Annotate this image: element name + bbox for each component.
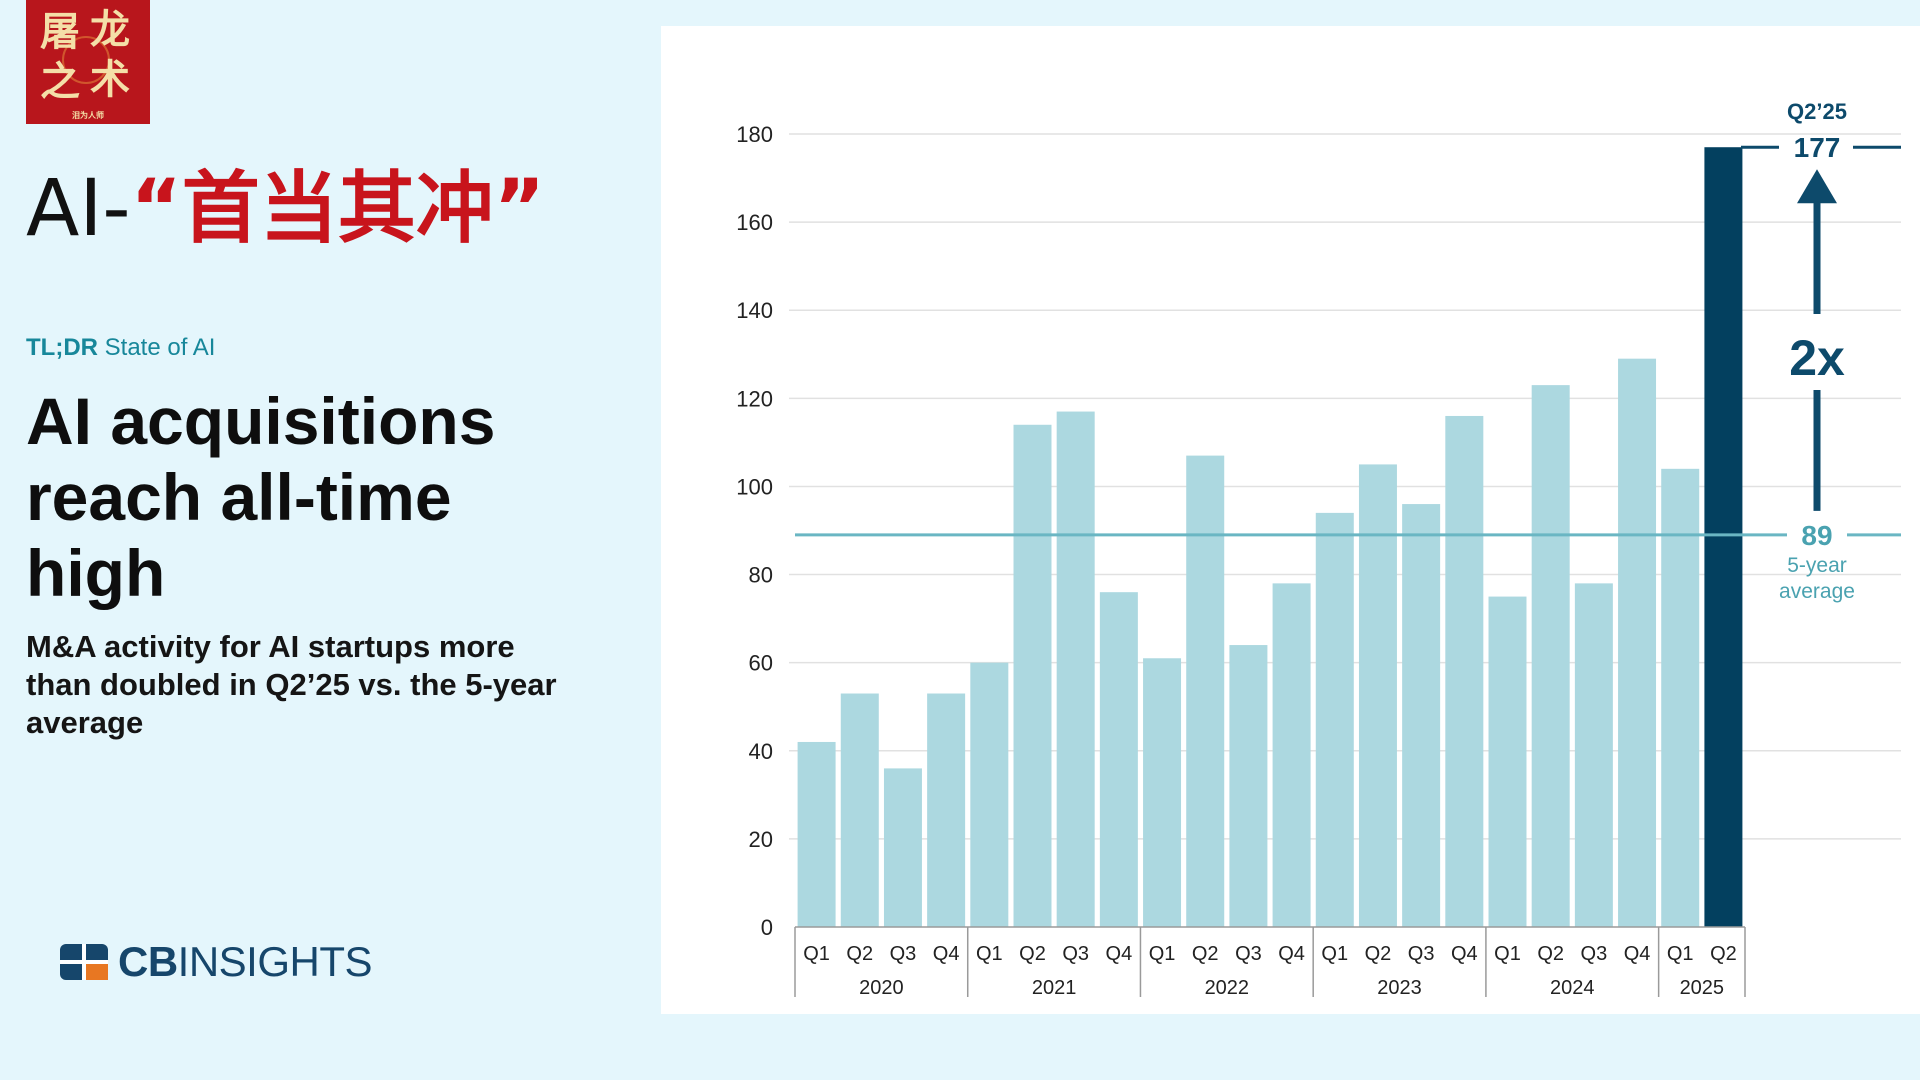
annotation-layer: 89 5-year average Q2’25 177 2x xyxy=(795,99,1901,603)
bar xyxy=(1574,583,1613,927)
x-tick-label: Q3 xyxy=(1581,943,1608,965)
y-tick-label: 160 xyxy=(736,210,773,235)
bar xyxy=(1618,358,1657,927)
x-tick-label: Q2 xyxy=(1192,943,1219,965)
axis-layer: 0 20 40 60 80 100 120 140 160 180 Q1 Q2 Q3 Q4 Q1 Q2 Q3 Q4… xyxy=(736,122,1746,999)
bar xyxy=(1358,464,1397,927)
average-caption-line1: 5-year xyxy=(1787,554,1847,577)
bar xyxy=(970,662,1009,927)
x-tick-label: Q3 xyxy=(1062,943,1089,965)
average-caption-line2: average xyxy=(1779,580,1855,603)
bar xyxy=(1445,415,1484,927)
bar xyxy=(1099,592,1138,927)
x-tick-label: Q1 xyxy=(1321,943,1348,965)
y-tick-label: 180 xyxy=(736,122,773,147)
cbinsights-mark-icon xyxy=(60,944,108,980)
x-tick-label: Q1 xyxy=(803,943,830,965)
subhead: M&A activity for AI startups more than d… xyxy=(26,629,557,740)
page-title-prefix: AI- xyxy=(26,164,131,254)
x-tick-label: Q3 xyxy=(890,943,917,965)
callout-period-label: Q2’25 xyxy=(1787,99,1847,124)
bar xyxy=(1315,512,1354,927)
bar xyxy=(797,741,836,927)
x-tick-label: Q1 xyxy=(1494,943,1521,965)
bar xyxy=(1704,147,1743,927)
y-tick-label: 0 xyxy=(761,915,773,940)
bar xyxy=(1488,596,1527,927)
badge-caption: 泪为人师 xyxy=(72,111,104,120)
bar xyxy=(1143,658,1182,927)
x-tick-label: Q2 xyxy=(1365,943,1392,965)
channel-logo-badge: 屠 龙 之 术 泪为人师 xyxy=(26,0,150,124)
y-tick-label: 120 xyxy=(736,386,773,411)
badge-char-3: 之 xyxy=(40,58,80,105)
average-value-label: 89 xyxy=(1801,520,1832,551)
x-tick-label: Q4 xyxy=(1624,943,1651,965)
bar xyxy=(1531,385,1570,927)
x-tick-label: Q1 xyxy=(1667,943,1694,965)
bar xyxy=(927,693,966,927)
page-title: AI-“首当其冲” xyxy=(26,170,545,248)
x-tick-label: Q2 xyxy=(846,943,873,965)
kicker-rest: State of AI xyxy=(97,334,216,361)
y-tick-label: 100 xyxy=(736,474,773,499)
bar xyxy=(1402,504,1441,927)
cbinsights-wordmark: CBINSIGHTS xyxy=(118,938,373,986)
page-title-highlight: “首当其冲” xyxy=(130,164,546,254)
callout-value-label: 177 xyxy=(1794,132,1841,163)
x-group-label: 2020 xyxy=(859,977,904,999)
x-tick-label: Q4 xyxy=(1451,943,1478,965)
bar xyxy=(840,693,879,927)
cbinsights-logo: CBINSIGHTS xyxy=(60,938,373,986)
bar-layer xyxy=(797,147,1743,927)
bar xyxy=(1661,468,1700,927)
x-group-label: 2022 xyxy=(1205,977,1250,999)
x-group-label: 2025 xyxy=(1680,977,1725,999)
kicker-bold: TL;DR xyxy=(26,334,98,361)
badge-char-2: 龙 xyxy=(90,6,130,53)
acquisitions-bar-chart: 0 20 40 60 80 100 120 140 160 180 Q1 Q2 Q3 Q4 Q1 Q2 Q3 Q4… xyxy=(736,99,1901,999)
badge-char-4: 术 xyxy=(90,56,130,103)
x-tick-label: Q4 xyxy=(1106,943,1133,965)
y-tick-label: 40 xyxy=(749,739,773,764)
bar xyxy=(1013,424,1052,927)
arrow-up-icon xyxy=(1797,169,1837,204)
x-tick-label: Q3 xyxy=(1408,943,1435,965)
x-group-label: 2023 xyxy=(1377,977,1422,999)
x-tick-label: Q2 xyxy=(1537,943,1564,965)
x-group-label: 2021 xyxy=(1032,977,1077,999)
cbinsights-wordmark-bold: CB xyxy=(118,938,178,985)
bar xyxy=(1272,583,1311,927)
x-group-label: 2024 xyxy=(1550,977,1595,999)
y-tick-label: 20 xyxy=(749,827,773,852)
badge-ring xyxy=(62,36,110,84)
x-tick-label: Q4 xyxy=(1278,943,1305,965)
x-tick-label: Q2 xyxy=(1019,943,1046,965)
y-tick-label: 80 xyxy=(749,563,773,588)
chart-panel: 0 20 40 60 80 100 120 140 160 180 Q1 Q2 Q3 Q4 Q1 Q2 Q3 Q4… xyxy=(661,26,1920,1014)
bar xyxy=(1229,645,1268,927)
y-tick-label: 60 xyxy=(749,651,773,676)
bar xyxy=(883,768,922,927)
bar xyxy=(1056,411,1095,927)
x-tick-label: Q4 xyxy=(933,943,960,965)
badge-char-1: 屠 xyxy=(40,8,80,55)
bar xyxy=(1186,455,1225,927)
headline: AI acquisitions reach all-time high xyxy=(26,384,496,610)
kicker: TL;DR State of AI xyxy=(26,334,215,362)
cbinsights-wordmark-rest: INSIGHTS xyxy=(177,938,373,985)
x-tick-label: Q1 xyxy=(1149,943,1176,965)
x-tick-label: Q2 xyxy=(1710,943,1737,965)
y-tick-label: 140 xyxy=(736,298,773,323)
x-tick-label: Q3 xyxy=(1235,943,1262,965)
multiplier-label: 2x xyxy=(1789,330,1845,386)
x-tick-label: Q1 xyxy=(976,943,1003,965)
